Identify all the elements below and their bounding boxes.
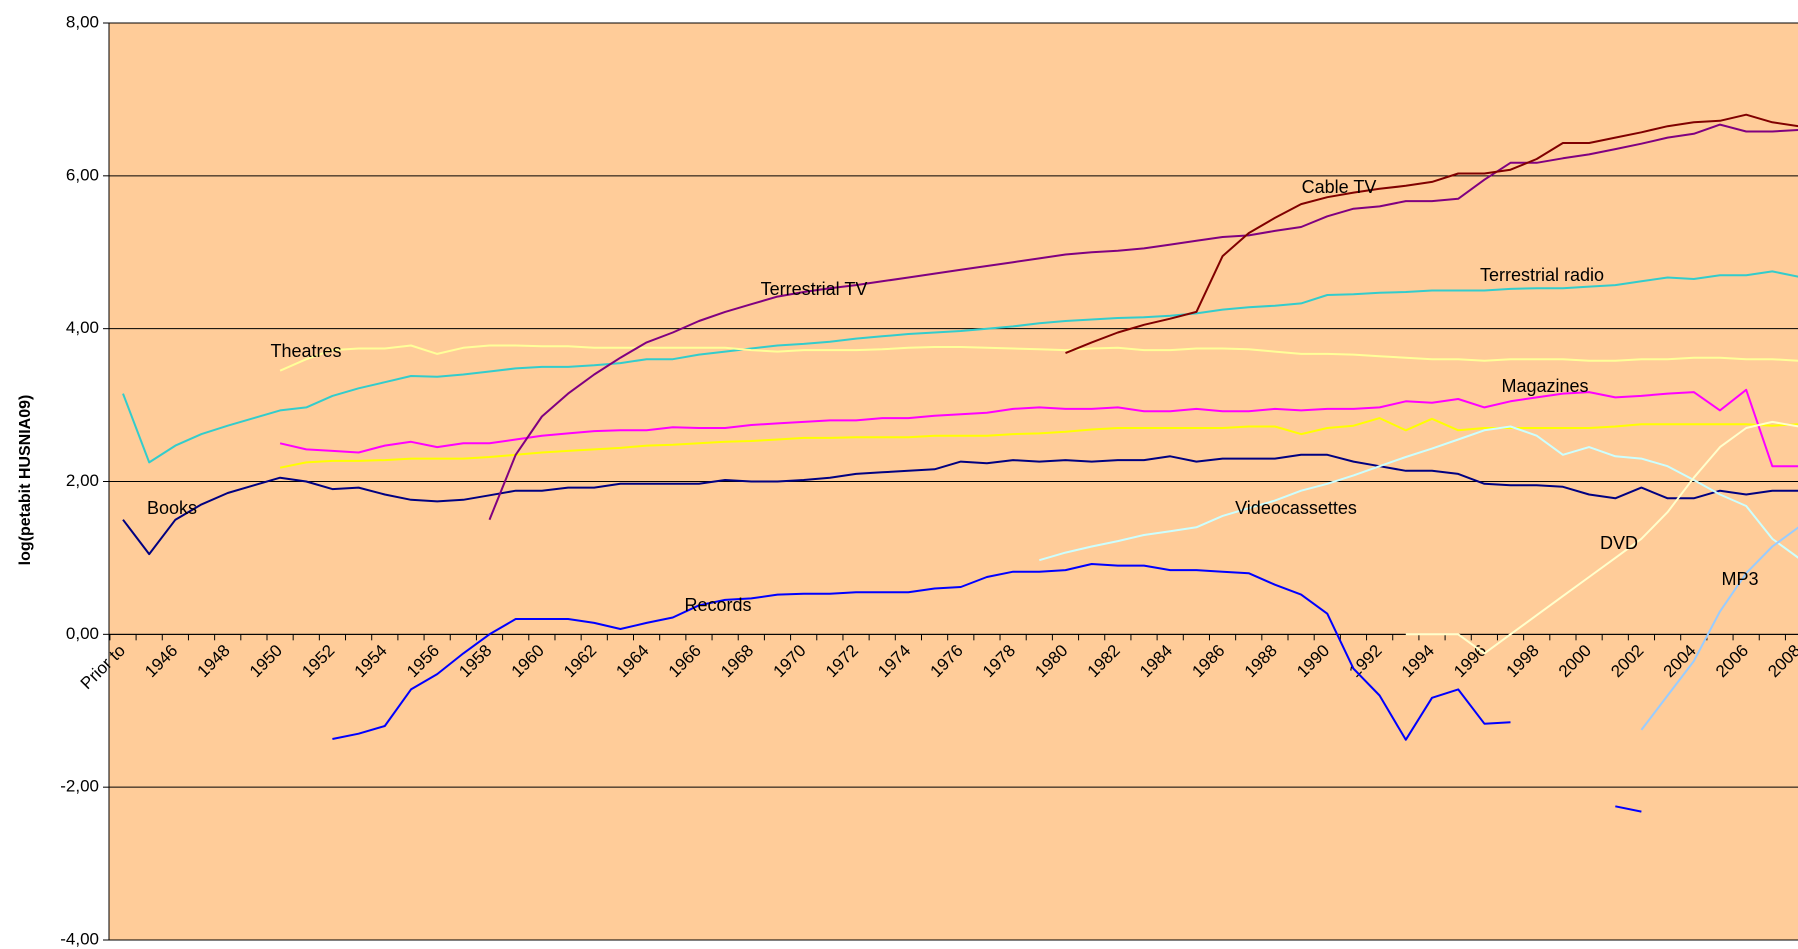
- series-line: [279, 388, 1798, 468]
- series-label: MP3: [1721, 569, 1758, 589]
- y-tick-label: 6,00: [66, 165, 99, 184]
- y-tick-label: 8,00: [66, 12, 99, 31]
- y-tick-label: -2,00: [60, 777, 99, 796]
- series-line: [488, 123, 1798, 521]
- series-line: [279, 417, 1798, 469]
- series-line: [279, 344, 1798, 372]
- series-line: [122, 453, 1798, 556]
- y-tick-label: -4,00: [60, 929, 99, 948]
- series-line: [1640, 526, 1798, 731]
- series-label: Magazines: [1501, 376, 1588, 396]
- series-label: DVD: [1600, 533, 1638, 553]
- series-label: Records: [684, 595, 751, 615]
- y-tick-label: 2,00: [66, 471, 99, 490]
- series-line: [1405, 420, 1798, 655]
- series-line: [1065, 113, 1798, 355]
- series-label: Videocassettes: [1235, 498, 1357, 518]
- series-label: Cable TV: [1302, 177, 1377, 197]
- series-line: [1039, 425, 1798, 562]
- series-label: Books: [147, 498, 197, 518]
- y-axis-label: log(petabit HUSNIA09): [17, 395, 34, 566]
- series-label: Terrestrial radio: [1480, 265, 1604, 285]
- series-label: Theatres: [270, 341, 341, 361]
- y-tick-label: 4,00: [66, 318, 99, 337]
- y-tick-label: 0,00: [66, 624, 99, 643]
- series-line: [122, 270, 1798, 464]
- series-label: Terrestrial TV: [761, 279, 868, 299]
- series-line: [332, 563, 1642, 813]
